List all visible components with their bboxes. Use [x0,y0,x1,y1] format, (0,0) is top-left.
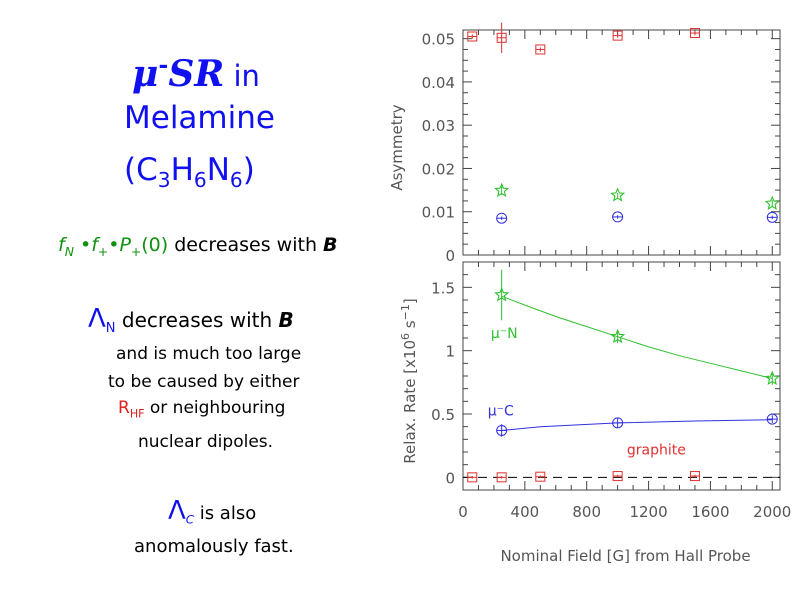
fit-curve [501,295,773,379]
explanation-line-4: nuclear dipoles. [138,432,274,452]
axis-label-part: Relax. Rate [x10 [401,340,419,464]
axis-label-part: 6 [399,333,412,340]
formula-sub-h: 6 [193,168,207,193]
title-mu: μ [132,53,159,95]
asymmetry-panel: 0 0.01 0.02 0.03 0.04 0.05 Asymmetry [388,22,781,265]
x-tick-label: 1200 [629,503,667,521]
lambda-n-symbol: Λ [88,304,106,334]
title-minus: - [158,50,169,79]
star-marker [610,187,626,202]
fprod-dot1: • [73,234,92,256]
rhf-sub: HF [129,407,145,421]
title-in: in [224,59,260,93]
fprod-f: f [58,234,65,256]
relax-rate-axis-label: Relax. Rate [x106 s−1] [399,298,419,463]
lambda-n-b: B [278,308,294,332]
slide-title: μ-SR in [132,40,260,101]
star-marker [494,286,510,302]
x-tick-label: 800 [572,503,601,521]
axis-label-part: ] [401,298,419,304]
fraction-product-statement: fN •f+•P+(0) decreases with B [58,234,338,259]
y-tick-label: 0.04 [422,74,455,92]
fprod-f-sub: N [64,244,74,259]
formula-close: ) [242,152,255,188]
formula-sub-n: 6 [229,168,243,193]
x-tick-label: 0 [458,503,468,521]
fprod-p: P [119,234,131,256]
y-tick-label: 1.5 [431,279,455,297]
relaxation-panel: 0 0.5 1 1.5 0 400 800 1200 1600 2000 Nominal Field… [399,261,791,565]
title-sr: SR [168,53,225,95]
x-tick-label: 2000 [753,503,791,521]
star-marker [764,370,780,385]
lambda-n-statement: ΛN decreases with B [88,304,294,336]
formula-n: N [206,152,230,188]
y-tick-label: 1 [445,343,455,361]
x-tick-label: 1600 [691,503,729,521]
star-marker [764,195,780,210]
y-tick-label: 0.5 [431,406,455,424]
fprod-f2-sub: + [97,244,109,259]
relaxation-frame [462,261,781,491]
rhf-r: R [118,398,130,418]
lambda-c-rest: is also [193,503,257,524]
y-tick-label: 0.05 [422,31,455,49]
lambda-c-statement: ΛC is also [168,496,256,527]
asymmetry-frame [462,29,781,256]
chemical-formula: (C3H6N6) [124,150,255,200]
lambda-c-symbol: Λ [168,496,186,526]
lambda-c-sub: C [185,512,194,527]
label-graphite: graphite [627,443,686,459]
lambda-n-sub: N [105,321,116,336]
explanation-line-2: to be caused by either [108,372,300,392]
formula-sub-c: 3 [157,168,171,193]
axis-label-part: s [401,320,419,333]
x-axis-label: Nominal Field [G] from Hall Probe [500,547,750,565]
material-name: Melamine [124,100,275,136]
axis-label-part: −1 [399,304,412,320]
asymmetry-axis-label: Asymmetry [388,104,406,190]
label-mu-c: μ⁻C [488,403,514,419]
fprod-rest: decreases with [168,234,324,256]
y-tick-label: 0.01 [422,204,455,222]
y-tick-label: 0 [445,247,455,265]
label-mu-n: μ⁻N [491,326,518,342]
lambda-n-rest: decreases with [115,308,279,332]
fprod-b: B [323,234,338,256]
y-tick-label: 0 [445,469,455,487]
star-marker [494,182,510,197]
fprod-f2: f [91,234,98,256]
fprod-arg: (0) [141,234,169,256]
para3-rest: or neighbouring [144,398,286,418]
lambda-c-line-2: anomalously fast. [134,536,294,557]
y-tick-label: 0.02 [422,160,455,178]
fit-curve [501,419,773,431]
formula-open: (C [124,152,158,188]
explanation-line-1: and is much too large [116,344,302,364]
star-marker [610,328,626,344]
fprod-dot2: • [108,234,120,256]
formula-h: H [170,152,194,188]
x-tick-label: 400 [511,503,540,521]
explanation-line-3: RHF or neighbouring [118,398,285,420]
y-tick-label: 0.03 [422,117,455,135]
fprod-p-sub: + [130,244,142,259]
